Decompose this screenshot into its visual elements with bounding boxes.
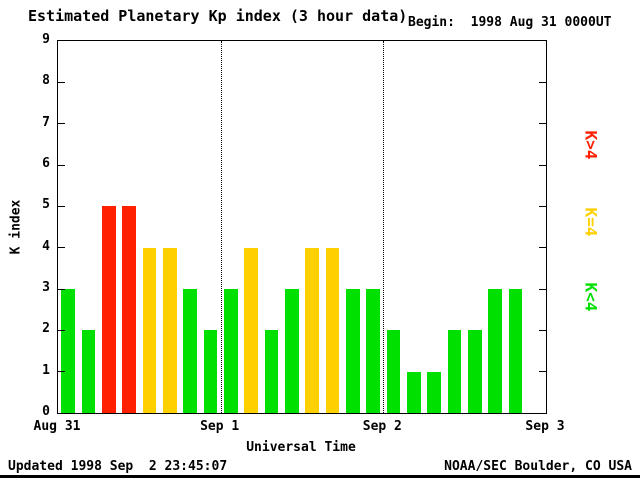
plot-area [57,40,547,414]
kp-bar [223,289,238,413]
legend-label-k-gt-4: K>4 [581,130,601,160]
kp-bar [386,330,401,413]
y-tick-mark [539,329,546,331]
y-tick-mark [58,81,65,83]
kp-bar [244,247,259,413]
x-axis-title: Universal Time [246,440,356,455]
kp-bar [488,289,503,413]
y-tick-mark [58,164,65,166]
kp-bar [284,289,299,413]
y-tick-mark [58,247,65,249]
kp-bar [325,247,340,413]
kp-bar [366,289,381,413]
y-tick-mark [539,123,546,125]
kp-bar [467,330,482,413]
kp-bar [508,289,523,413]
y-tick-label: 5 [42,197,50,213]
x-day-label: Sep 3 [525,419,565,434]
y-tick-label: 3 [42,280,50,295]
y-tick-mark [58,329,65,331]
kp-bar [305,247,320,413]
x-day-label: Sep 1 [200,419,240,434]
kp-bar [142,247,157,413]
x-day-label: Sep 2 [362,419,402,434]
y-tick-label: 4 [42,238,50,254]
chart-title: Estimated Planetary Kp index (3 hour dat… [28,7,408,25]
y-tick-label: 1 [42,362,50,378]
day-gridline [220,41,222,413]
kp-bar [447,330,462,413]
y-tick-mark [539,164,546,166]
y-tick-label: 9 [42,32,50,47]
footer-updated-timestamp: Updated 1998 Sep 2 23:45:07 [8,459,228,474]
y-tick-mark [58,288,65,290]
footer-source-credit: NOAA/SEC Boulder, CO USA [444,459,632,474]
day-gridline [383,41,385,413]
kp-bar [264,330,279,413]
y-tick-mark [539,205,546,207]
legend-label-k-lt-4: K<4 [581,282,601,312]
y-tick-label: 7 [42,114,50,130]
kp-bar [203,330,218,413]
kp-bar [81,330,96,413]
y-tick-label: 6 [42,156,50,171]
bottom-rule [0,475,640,478]
kp-bar [183,289,198,413]
y-tick-mark [539,288,546,290]
kp-bar [162,247,177,413]
y-tick-mark [539,247,546,249]
y-tick-mark [539,371,546,373]
legend-label-k-eq-4: K=4 [581,207,601,237]
begin-label: Begin: 1998 Aug 31 0000UT [408,15,612,30]
kp-bar [122,206,137,413]
y-tick-label: 8 [42,73,50,89]
y-tick-mark [58,123,65,125]
y-tick-mark [58,205,65,207]
y-tick-label: 0 [42,404,50,419]
kp-bar [61,289,76,413]
x-day-label: Aug 31 [33,419,81,434]
kp-bar [406,371,421,413]
y-tick-label: 2 [42,321,50,337]
y-tick-mark [539,81,546,83]
kp-bar [345,289,360,413]
y-tick-mark [58,371,65,373]
kp-bar [427,371,442,413]
kp-bar [101,206,116,413]
